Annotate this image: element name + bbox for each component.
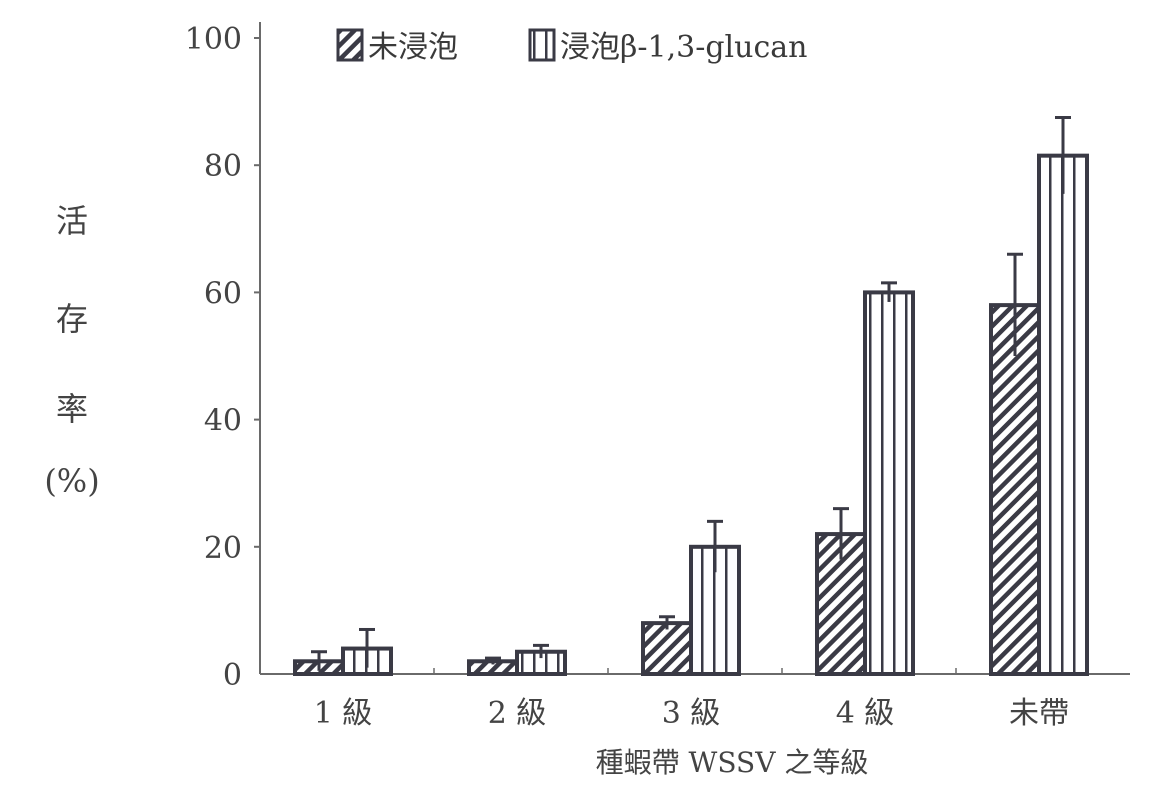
legend-label-treated: 浸泡β-1,3-glucan — [560, 30, 807, 65]
bar-untreated-4 — [989, 303, 1041, 676]
category-label-2: 3 級 — [662, 696, 721, 731]
category-labels: 1 級 2 級 3 級 4 級 未帶 — [314, 696, 1069, 731]
legend-swatch-treated — [528, 28, 556, 62]
y-axis-title-char-1: 活 — [56, 202, 88, 240]
x-axis-ticks — [433, 668, 957, 674]
y-tick-label-5: 100 — [185, 22, 242, 57]
y-tick-label-4: 80 — [204, 149, 242, 184]
bar-treated-3 — [863, 290, 915, 676]
y-axis-title-char-4: (%) — [44, 462, 99, 500]
legend: 未浸泡 浸泡β-1,3-glucan — [336, 28, 807, 65]
y-axis-title: 活 存 率 (%) — [44, 202, 99, 500]
y-tick-label-1: 20 — [204, 531, 242, 566]
y-axis-title-char-2: 存 — [56, 300, 88, 338]
y-tick-label-0: 0 — [223, 658, 242, 693]
y-tick-label-2: 40 — [204, 404, 242, 439]
y-axis-ticks: 0 20 40 60 80 100 — [185, 22, 260, 693]
y-tick-label-3: 60 — [204, 276, 242, 311]
category-label-1: 2 級 — [488, 696, 547, 731]
bar-untreated-2 — [641, 621, 693, 676]
category-label-3: 4 級 — [836, 696, 895, 731]
bar-treated-4 — [1037, 153, 1089, 677]
category-label-0: 1 級 — [314, 696, 373, 731]
bars-group — [293, 153, 1089, 677]
legend-swatch-untreated — [336, 28, 364, 62]
legend-label-untreated: 未浸泡 — [368, 30, 458, 65]
category-label-4: 未帶 — [1009, 696, 1069, 731]
y-axis-title-char-3: 率 — [56, 390, 88, 428]
x-axis-title: 種蝦帶 WSSV 之等級 — [596, 746, 869, 779]
error-bars-group — [311, 116, 1071, 671]
